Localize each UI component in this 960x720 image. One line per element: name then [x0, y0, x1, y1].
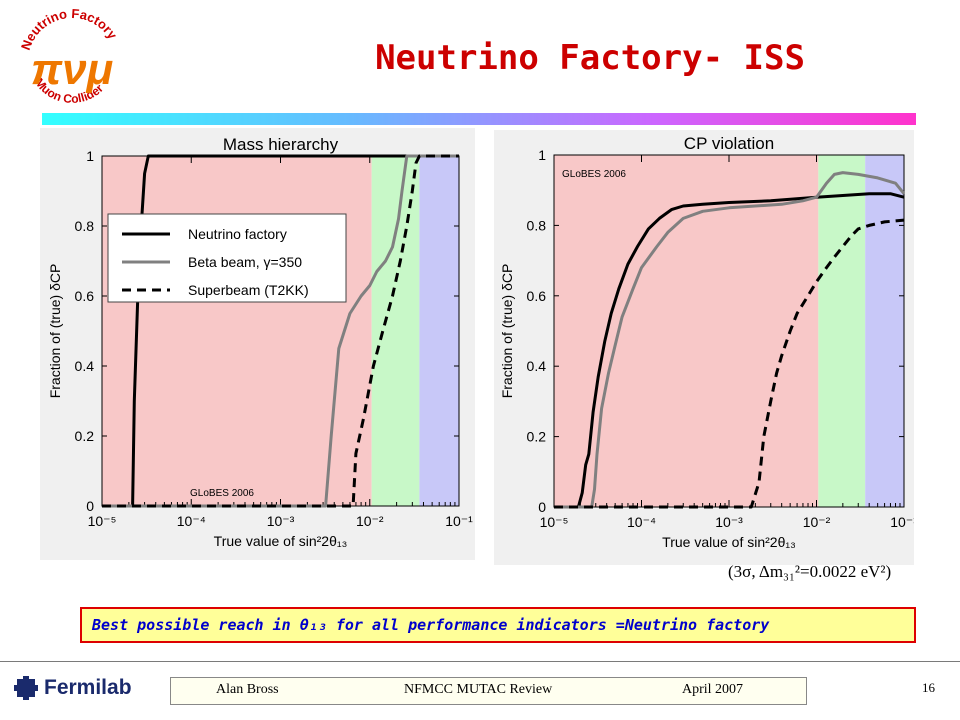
x-tick-label: 10⁻²: [356, 513, 384, 529]
chart-mass-hierarchy: 0 0.2 0.4 0.6 0.8 1 10⁻⁵ 10⁻⁴ 10⁻³ 10⁻² 10⁻¹ Mass h…: [47, 135, 473, 549]
chart-panel-cp-violation: 0 0.2 0.4 0.6 0.8 1 10⁻⁵ 10⁻⁴ 10⁻³ 10⁻² 10⁻¹ CP vio…: [494, 130, 918, 565]
legend-label: Beta beam, γ=350: [188, 254, 302, 270]
chart-title: Mass hierarchy: [223, 135, 339, 154]
x-axis-label: True value of sin²2θ₁₃: [662, 534, 796, 550]
y-tick-label: 1: [86, 148, 94, 164]
x-tick-label: 10⁻⁵: [88, 513, 117, 529]
logo-symbols: πνμ: [31, 45, 113, 94]
series-line: [554, 171, 906, 509]
y-tick-label: 0.2: [75, 428, 95, 444]
legend-label: Superbeam (T2KK): [188, 282, 309, 298]
y-tick-label: 0.4: [527, 358, 547, 374]
neutrino-factory-logo: Neutrino Factory Muon Collider πνμ: [18, 6, 121, 106]
conclusion-text: Best possible reach in θ₁₃ for all perfo…: [92, 616, 770, 634]
x-axis-label: True value of sin²2θ₁₃: [214, 533, 348, 549]
footer-divider: [0, 661, 960, 662]
y-tick-label: 0.6: [75, 288, 95, 304]
fermilab-wordmark: Fermilab: [44, 676, 132, 699]
title-gradient-bar: [42, 113, 916, 125]
chart-title: CP violation: [684, 134, 774, 153]
x-tick-label: 10⁻⁴: [177, 513, 206, 529]
x-tick-label: 10⁻³: [715, 514, 743, 530]
y-tick-label: 0: [538, 499, 546, 515]
x-tick-label: 10⁻¹: [890, 514, 914, 530]
y-tick-label: 0.2: [527, 429, 547, 445]
y-tick-label: 0.4: [75, 358, 95, 374]
x-tick-label: 10⁻³: [267, 513, 295, 529]
y-tick-label: 0.8: [75, 218, 95, 234]
y-axis-label: Fraction of (true) δCP: [47, 264, 63, 399]
footer-event: NFMCC MUTAC Review: [404, 682, 553, 697]
globes-watermark: GLoBES 2006: [190, 488, 254, 499]
x-tick-label: 10⁻²: [803, 514, 831, 530]
y-axis-label: Fraction of (true) δCP: [499, 264, 515, 399]
legend-label: Neutrino factory: [188, 226, 287, 242]
x-tick-label: 10⁻⁴: [627, 514, 656, 530]
slide-title: Neutrino Factory- ISS: [375, 38, 805, 78]
page-number: 16: [922, 680, 935, 695]
footer-box: [170, 677, 807, 705]
conclusion-box: [80, 607, 916, 643]
chart-cp-violation: 0 0.2 0.4 0.6 0.8 1 10⁻⁵ 10⁻⁴ 10⁻³ 10⁻² 10⁻¹ CP vio…: [499, 134, 918, 550]
band-blue: [419, 156, 459, 506]
y-tick-label: 1: [538, 147, 546, 163]
y-tick-label: 0: [86, 498, 94, 514]
series-line: [102, 154, 459, 508]
series-line: [102, 154, 459, 508]
footer-date: April 2007: [682, 682, 744, 697]
globes-watermark: GLoBES 2006: [562, 169, 626, 180]
x-tick-label: 10⁻⁵: [540, 514, 569, 530]
legend-box: [107, 213, 347, 303]
band-red: [554, 155, 819, 507]
y-tick-label: 0.6: [527, 288, 547, 304]
footer-presenter: Alan Bross: [216, 682, 279, 697]
series-line: [554, 218, 905, 509]
x-tick-label: 10⁻¹: [445, 513, 473, 529]
y-tick-label: 0.8: [527, 217, 547, 233]
band-blue: [865, 155, 904, 507]
band-green: [818, 155, 866, 507]
fermilab-icon: [14, 676, 38, 700]
band-green: [371, 156, 420, 506]
series-line: [554, 192, 905, 509]
sigma-note: (3σ, Δm₃₁²=0.0022 eV²): [728, 562, 892, 581]
chart-panel-mass-hierarchy: 0 0.2 0.4 0.6 0.8 1 10⁻⁵ 10⁻⁴ 10⁻³ 10⁻² 10⁻¹ Mass h…: [40, 128, 475, 560]
fermilab-logo: Fermilab: [14, 676, 132, 700]
